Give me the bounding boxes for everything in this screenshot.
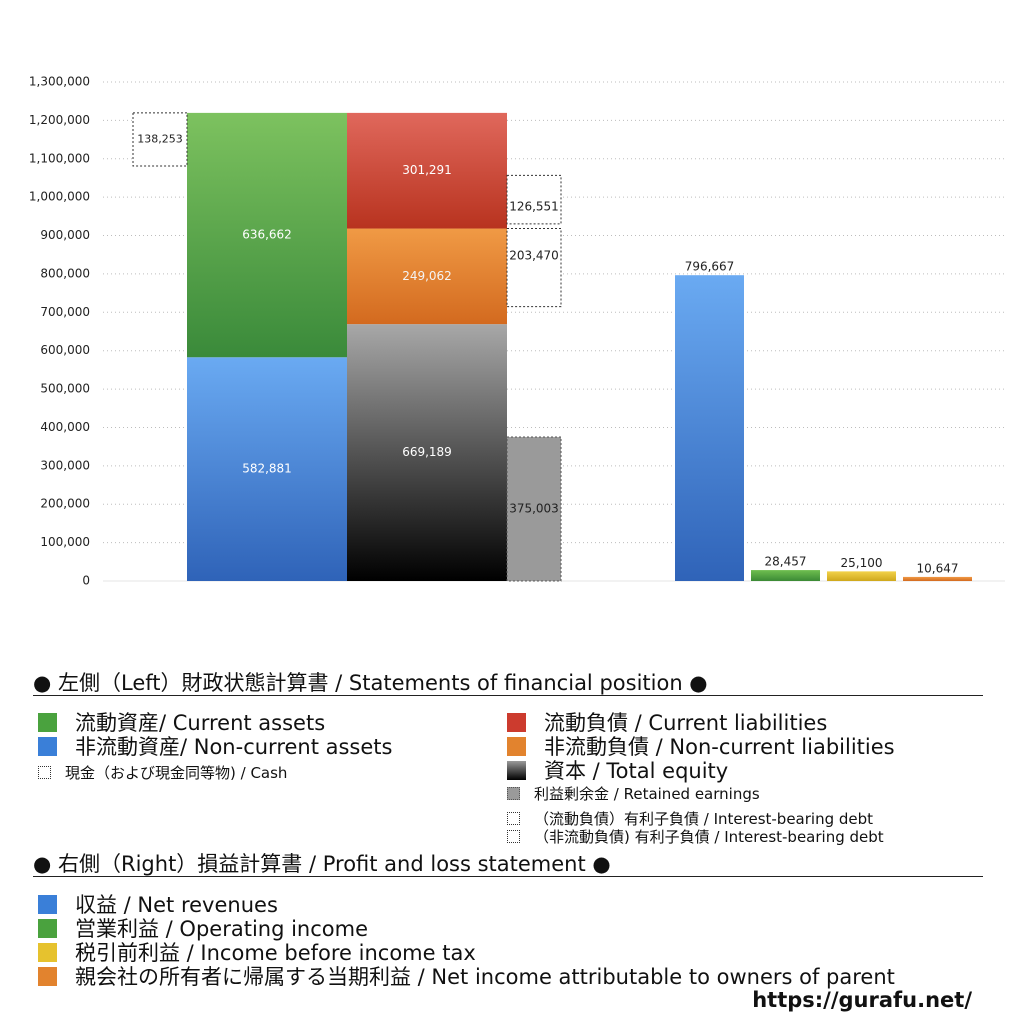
left-legend-divider: [33, 695, 983, 696]
data-label: 25,100: [841, 556, 883, 570]
data-label: 249,062: [402, 269, 452, 283]
bar-income_before_tax: [827, 571, 896, 581]
bar-total_equity: [347, 324, 507, 581]
bar-net_revenues: [675, 275, 744, 581]
cash-label: 138,253: [137, 132, 183, 145]
data-label: 582,881: [242, 462, 292, 476]
data-label: 796,667: [685, 260, 735, 274]
non-current-debt-label: 203,470: [509, 248, 559, 262]
data-label: 669,189: [402, 445, 452, 459]
y-tick-label: 800,000: [40, 266, 90, 280]
legend-label: 税引前利益 / Income before income tax: [75, 941, 476, 965]
y-tick-label: 700,000: [40, 305, 90, 319]
y-tick-label: 400,000: [40, 420, 90, 434]
legend-current-assets: 流動資産/ Current assets: [38, 707, 325, 737]
legend-cash: 現金（および現金同等物) / Cash: [38, 762, 287, 783]
data-label: 28,457: [765, 555, 807, 569]
y-tick-label: 500,000: [40, 382, 90, 396]
retained-earnings-label: 375,003: [509, 502, 559, 516]
current-debt-box: [506, 174, 562, 225]
legend-label: 現金（および現金同等物) / Cash: [65, 764, 288, 782]
legend-income-before-tax: 税引前利益 / Income before income tax: [38, 937, 476, 967]
net-income-swatch: [38, 966, 57, 986]
data-label: 301,291: [402, 163, 452, 177]
cash-box: [132, 112, 188, 167]
non-current-liabilities-swatch: [507, 736, 526, 756]
legend-label: 営業利益 / Operating income: [75, 917, 369, 941]
legend-label: 非流動資産/ Non-current assets: [75, 735, 393, 759]
retained-earnings-swatch: [507, 787, 520, 800]
y-tick-label: 200,000: [40, 497, 90, 511]
y-tick-label: 0: [82, 574, 90, 588]
bar-net_income_parent: [903, 576, 972, 581]
legend-current-debt: （流動負債）有利子負債 / Interest-bearing debt: [507, 808, 873, 829]
bar-non_current_assets: [187, 357, 347, 581]
legend-label: 親会社の所有者に帰属する当期利益 / Net income attributab…: [75, 965, 895, 989]
y-tick-label: 900,000: [40, 228, 90, 242]
bar-non_current_liabilities: [347, 228, 507, 325]
legend-non-current-assets: 非流動資産/ Non-current assets: [38, 731, 392, 761]
current-debt-label: 126,551: [509, 199, 559, 213]
y-tick-label: 1,100,000: [29, 151, 90, 165]
non-current-assets-swatch: [38, 736, 57, 756]
legend-label: 利益剰余金 / Retained earnings: [534, 785, 760, 803]
legend-label: 資本 / Total equity: [544, 759, 729, 783]
legend-label: 収益 / Net revenues: [75, 893, 278, 917]
legend-retained-earnings: 利益剰余金 / Retained earnings: [507, 783, 760, 804]
legend-non-current-debt: （非流動負債) 有利子負債 / Interest-bearing debt: [507, 826, 884, 847]
data-label: 10,647: [917, 561, 959, 575]
y-tick-label: 300,000: [40, 458, 90, 472]
left-legend-header: ● 左側（Left）財政状態計算書 / Statements of financ…: [33, 671, 708, 695]
y-tick-label: 100,000: [40, 535, 90, 549]
legend-label: （非流動負債) 有利子負債 / Interest-bearing debt: [534, 828, 884, 846]
y-tick-label: 600,000: [40, 343, 90, 357]
y-tick-label: 1,000,000: [29, 190, 90, 204]
bar-current_assets: [187, 112, 347, 358]
legend-label: 流動資産/ Current assets: [75, 711, 326, 735]
net-revenues-swatch: [38, 894, 57, 914]
source-url: https://gurafu.net/: [752, 988, 972, 1012]
total-equity-swatch: [507, 760, 526, 780]
legend-net-income: 親会社の所有者に帰属する当期利益 / Net income attributab…: [38, 961, 895, 991]
current-liabilities-swatch: [507, 712, 526, 732]
current-assets-swatch: [38, 712, 57, 732]
legend-current-liabilities: 流動負債 / Current liabilities: [507, 707, 827, 737]
right-legend-divider: [33, 876, 983, 877]
operating-income-swatch: [38, 918, 57, 938]
income-before-tax-swatch: [38, 942, 57, 962]
legend-label: （流動負債）有利子負債 / Interest-bearing debt: [534, 810, 874, 828]
non-current-debt-box: [506, 228, 562, 308]
cash-swatch: [38, 766, 51, 779]
balance-sheet-pl-chart: 0 100,000 200,000 300,000 400,000 500,000 600,…: [29, 75, 1005, 588]
retained-earnings-box: [506, 436, 562, 582]
legend-total-equity: 資本 / Total equity: [507, 755, 728, 785]
current-debt-swatch: [507, 812, 520, 825]
legend-label: 非流動負債 / Non-current liabilities: [544, 735, 895, 759]
bar-current_liabilities: [347, 112, 507, 229]
legend-operating-income: 営業利益 / Operating income: [38, 913, 368, 943]
y-tick-label: 1,300,000: [29, 75, 90, 89]
y-tick-label: 1,200,000: [29, 113, 90, 127]
bar-operating_income: [751, 570, 820, 581]
legend-label: 流動負債 / Current liabilities: [544, 711, 828, 735]
right-legend-header: ● 右側（Right）損益計算書 / Profit and loss state…: [33, 852, 611, 876]
non-current-debt-swatch: [507, 830, 520, 843]
legend-net-revenues: 収益 / Net revenues: [38, 889, 278, 919]
data-label: 636,662: [242, 228, 292, 242]
legend-non-current-liabilities: 非流動負債 / Non-current liabilities: [507, 731, 895, 761]
